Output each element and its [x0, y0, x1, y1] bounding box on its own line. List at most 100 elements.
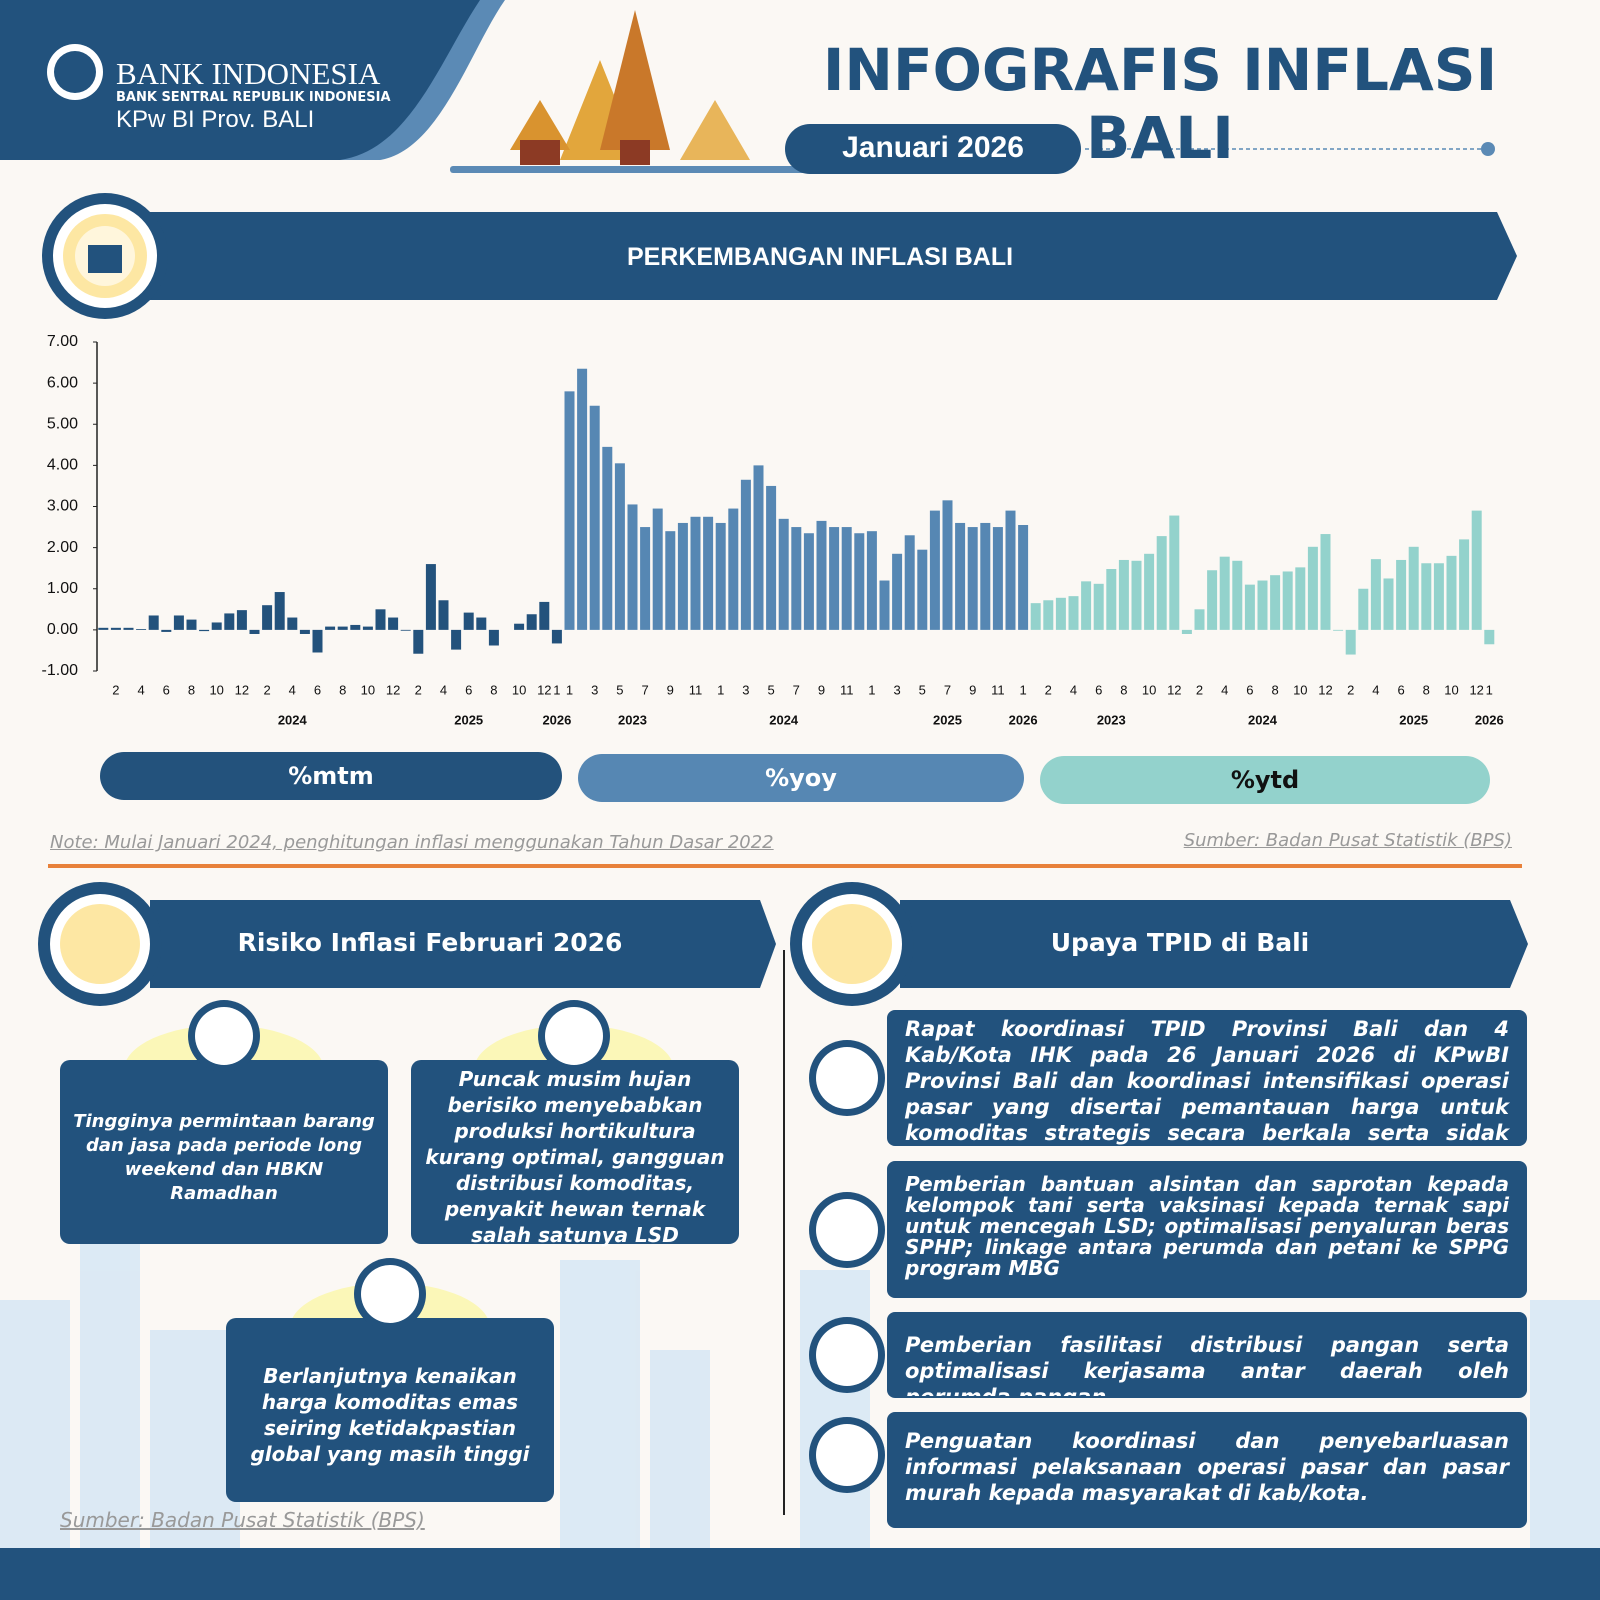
x-tick-label: 4: [1372, 682, 1379, 697]
bar: [1093, 583, 1104, 630]
x-tick-label: 12: [235, 682, 249, 697]
bar: [136, 629, 147, 630]
bank-subtitle: BANK SENTRAL REPUBLIK INDONESIA: [116, 90, 391, 105]
bar: [236, 610, 247, 630]
x-tick-label: 7: [944, 682, 951, 697]
x-tick-label: 10: [1293, 682, 1307, 697]
bar: [1055, 597, 1066, 630]
bar: [325, 626, 336, 630]
bar: [1333, 629, 1344, 631]
x-tick-label: 2: [1347, 682, 1354, 697]
x-tick-label: 2: [1045, 682, 1052, 697]
bar: [929, 510, 940, 630]
effort-title: Upaya TPID di Bali: [1050, 928, 1310, 957]
risk-cards: [60, 1000, 739, 1502]
section-banner: [150, 212, 1517, 300]
bar: [1307, 546, 1318, 630]
x-tick-label: 10: [1142, 682, 1156, 697]
note: Note: Mulai Januari 2024, penghitungan i…: [50, 832, 774, 853]
bar: [829, 527, 840, 630]
source: Sumber: Badan Pusat Statistik (BPS): [1183, 830, 1512, 851]
bar: [1358, 588, 1369, 630]
bar: [350, 624, 361, 630]
bar: [1446, 555, 1457, 630]
risk-title: Risiko Inflasi Februari 2026: [237, 928, 623, 957]
main-title: INFOGRAFIS INFLASI BALI: [822, 36, 1498, 172]
y-tick-label: 5.00: [47, 415, 78, 432]
x-tick-label: 5: [767, 682, 774, 697]
bar: [1144, 553, 1155, 630]
bar: [186, 619, 197, 630]
x-tick-label: 4: [440, 682, 447, 697]
bar: [942, 500, 953, 630]
x-tick-label: 8: [188, 682, 195, 697]
x-tick-label: 1: [553, 682, 560, 697]
bar: [1005, 510, 1016, 630]
x-tick-label: 1: [1486, 682, 1493, 697]
x-tick-label: 1: [566, 682, 573, 697]
bar: [438, 600, 449, 630]
x-tick-label: 2: [112, 682, 119, 697]
y-tick-label: 1.00: [47, 580, 78, 597]
bar: [1383, 578, 1394, 630]
bar: [337, 626, 348, 630]
x-tick-label: 3: [591, 682, 598, 697]
effort-item: Penguatan koordinasi dan penyebarluasan …: [905, 1429, 1509, 1505]
bar: [249, 629, 260, 634]
x-tick-label: 8: [1120, 682, 1127, 697]
bar: [917, 549, 928, 630]
x-tick-label: 12: [1167, 682, 1181, 697]
x-tick-label: 3: [742, 682, 749, 697]
x-tick-label: 6: [1397, 682, 1404, 697]
bar: [161, 629, 172, 632]
bar: [274, 592, 285, 630]
bar: [778, 518, 789, 630]
year-label: 2026: [1475, 712, 1504, 727]
y-tick-label: -1.00: [42, 662, 79, 679]
x-tick-label: 2: [415, 682, 422, 697]
bar: [753, 465, 764, 630]
bar: [539, 601, 550, 630]
bar: [488, 629, 499, 646]
y-tick-label: 7.00: [47, 333, 78, 350]
bar: [1270, 575, 1281, 630]
bar: [690, 516, 701, 630]
bar: [1433, 563, 1444, 630]
x-tick-label: 6: [465, 682, 472, 697]
bar: [1484, 629, 1495, 645]
footer-bar: [0, 1548, 1600, 1600]
bar: [299, 629, 310, 634]
bar: [362, 626, 373, 630]
bar: [262, 605, 273, 630]
year-label: 2024: [278, 712, 308, 727]
bar: [740, 479, 751, 630]
bar: [892, 553, 903, 630]
bar: [1219, 556, 1230, 630]
y-tick-label: 4.00: [47, 457, 78, 474]
x-tick-label: 1: [1019, 682, 1026, 697]
bar: [1421, 563, 1432, 630]
bar: [287, 617, 298, 630]
bar: [715, 522, 726, 630]
bar: [980, 522, 991, 630]
x-tick-label: 12: [1469, 682, 1483, 697]
bar: [388, 617, 399, 630]
bar: [375, 609, 386, 630]
x-tick-label: 2: [1196, 682, 1203, 697]
header-shape: [0, 0, 480, 160]
skyline: [0, 1240, 1600, 1550]
bar: [614, 463, 625, 630]
bar: [1131, 560, 1142, 630]
x-tick-label: 7: [641, 682, 648, 697]
x-tick-label: 8: [1271, 682, 1278, 697]
x-tick-label: 1: [717, 682, 724, 697]
bar: [1320, 534, 1331, 630]
bar: [577, 368, 588, 630]
risk-item: Berlanjutnya kenaikan harga komoditas em…: [250, 1364, 530, 1466]
bar: [1345, 629, 1356, 655]
bar: [110, 627, 121, 630]
bar: [967, 527, 978, 630]
bar: [1295, 567, 1306, 630]
bar: [148, 615, 159, 630]
